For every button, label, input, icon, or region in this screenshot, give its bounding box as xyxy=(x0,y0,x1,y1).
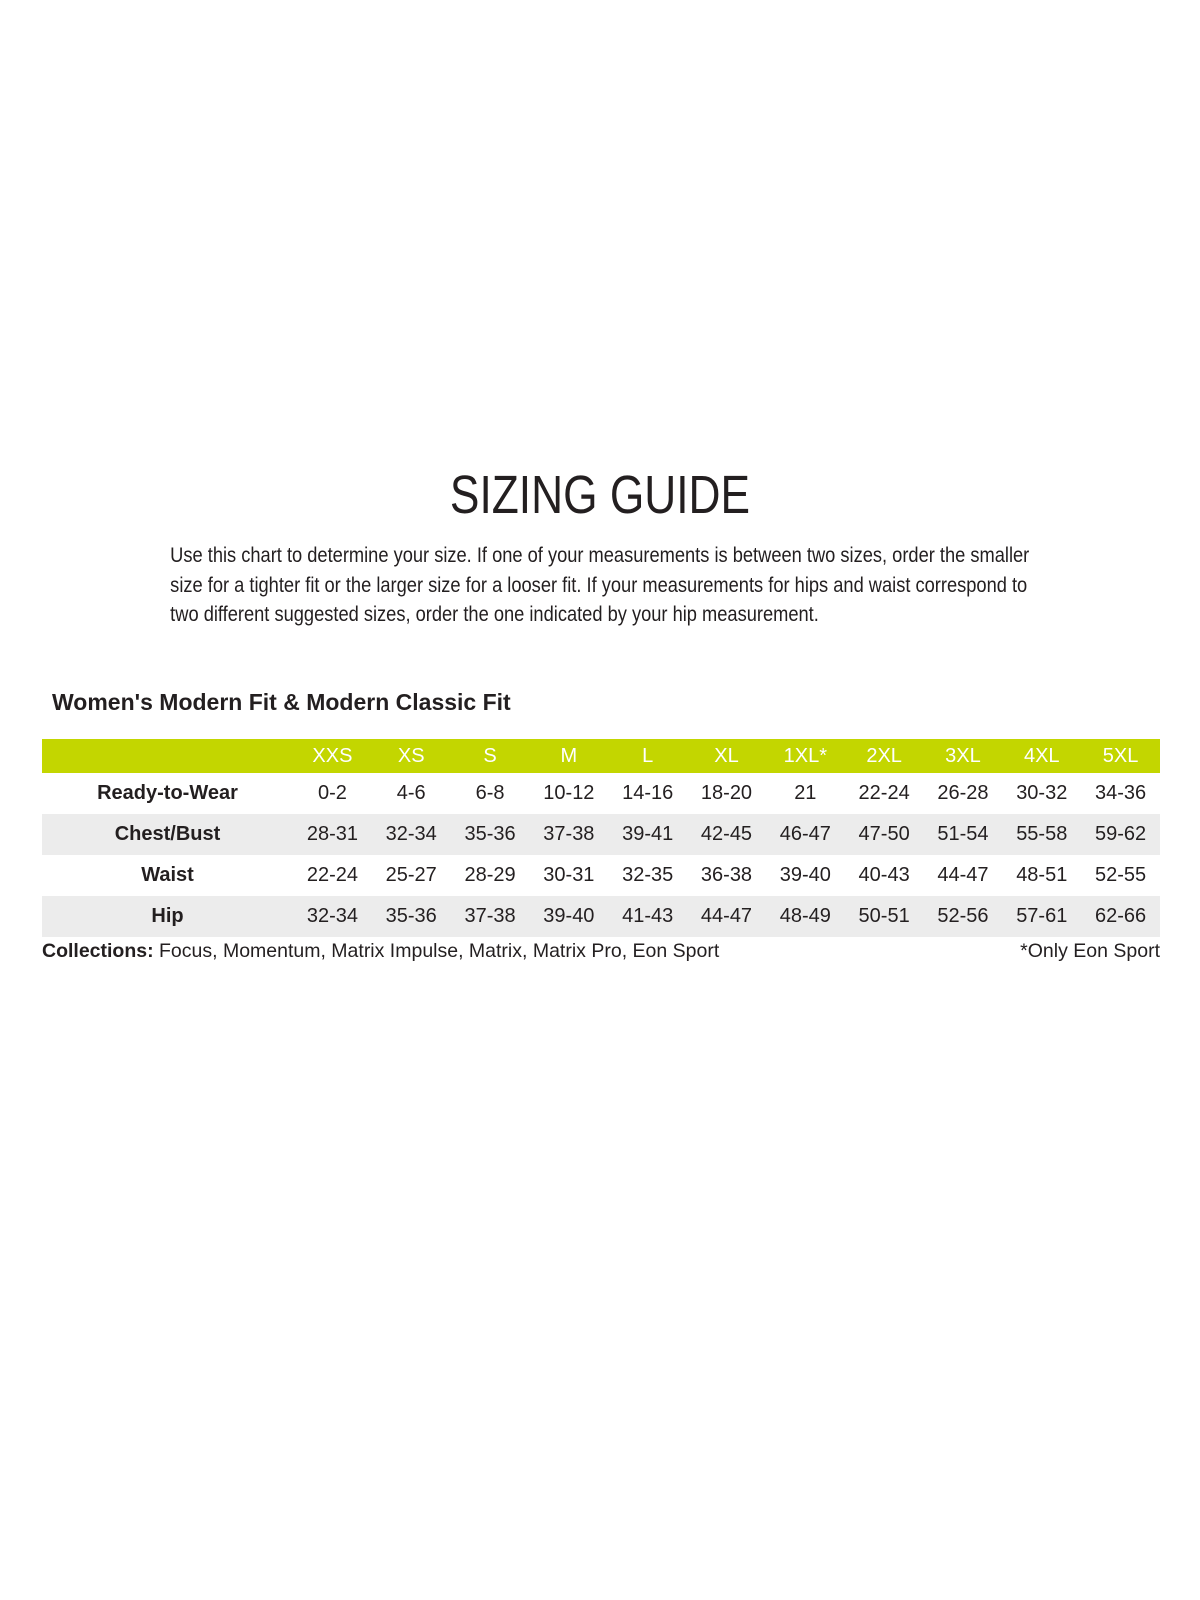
size-column-header: XL xyxy=(714,744,739,767)
size-value-cell: 39-41 xyxy=(622,823,674,845)
size-value-cell: 28-29 xyxy=(464,864,516,886)
size-value-cell: 40-43 xyxy=(858,864,910,886)
size-value-cell: 52-56 xyxy=(937,905,989,927)
size-column-header: 5XL xyxy=(1102,744,1139,767)
size-column-header: M xyxy=(560,744,578,767)
size-value-cell: 18-20 xyxy=(700,782,753,804)
table-row: Ready-to-Wear 0-2 4-6 6-8 10-12 14-16 18-20 21 2… xyxy=(42,773,1160,814)
table-row: Waist 22-24 25-27 28-29 30-31 32-35 36-38 39-40… xyxy=(42,855,1160,896)
size-value-cell: 37-38 xyxy=(543,823,595,845)
size-column-header: L xyxy=(642,744,654,767)
size-value-cell: 35-36 xyxy=(385,905,437,927)
size-value-cell: 30-31 xyxy=(543,864,595,886)
size-value-cell: 48-49 xyxy=(779,905,831,927)
size-table-header-row: XXS XS S M L XL 1XL* 2XL 3XL 4XL 5XL xyxy=(42,739,1160,773)
intro-paragraph: Use this chart to determine your size. I… xyxy=(0,541,1200,630)
size-value-cell: 4-6 xyxy=(396,782,426,804)
size-value-cell: 32-34 xyxy=(306,905,358,927)
row-label: Ready-to-Wear xyxy=(97,782,238,804)
intro-line-2: size for a tighter fit or the larger siz… xyxy=(170,573,1028,597)
size-value-cell: 59-62 xyxy=(1095,823,1147,845)
table-row: Chest/Bust 28-31 32-34 35-36 37-38 39-41 42-45… xyxy=(42,814,1160,855)
size-column-header: 4XL xyxy=(1023,744,1060,767)
size-value-cell: 48-51 xyxy=(1016,864,1068,886)
collections-footer: Collections: Focus, Momentum, Matrix Imp… xyxy=(42,940,1160,963)
size-column-header: S xyxy=(483,744,497,767)
size-value-cell: 10-12 xyxy=(543,782,595,804)
size-value-cell: 35-36 xyxy=(464,823,516,845)
size-value-cell: 52-55 xyxy=(1095,864,1147,886)
section-heading: Women's Modern Fit & Modern Classic Fit xyxy=(52,689,511,715)
size-value-cell: 34-36 xyxy=(1095,782,1147,804)
collections-label: Collections: xyxy=(42,940,154,962)
size-value-cell: 51-54 xyxy=(937,823,989,845)
size-value-cell: 37-38 xyxy=(464,905,516,927)
row-label: Waist xyxy=(141,864,194,886)
size-value-cell: 50-51 xyxy=(858,905,910,927)
size-value-cell: 25-27 xyxy=(385,864,437,886)
size-table: XXS XS S M L XL 1XL* 2XL 3XL 4XL 5XL Ready-to-Wear… xyxy=(42,739,1160,937)
size-value-cell: 42-45 xyxy=(700,823,753,845)
size-value-cell: 0-2 xyxy=(317,782,347,804)
size-value-cell: 30-32 xyxy=(1016,782,1068,804)
collections-list: Focus, Momentum, Matrix Impulse, Matrix,… xyxy=(153,940,720,962)
size-value-cell: 36-38 xyxy=(700,864,753,886)
footnote: *Only Eon Sport xyxy=(1020,940,1160,962)
table-row: Hip 32-34 35-36 37-38 39-40 41-43 44-47 48-49 50… xyxy=(42,896,1160,937)
intro-line-1: Use this chart to determine your size. I… xyxy=(170,544,1030,567)
size-column-header: 3XL xyxy=(945,744,981,767)
intro-line-3: two different suggested sizes, order the… xyxy=(170,603,820,626)
size-column-header: 2XL xyxy=(866,744,902,767)
size-value-cell: 57-61 xyxy=(1016,905,1068,927)
size-value-cell: 39-40 xyxy=(779,864,831,886)
size-value-cell: 41-43 xyxy=(622,905,674,927)
size-value-cell: 14-16 xyxy=(622,782,674,804)
size-value-cell: 22-24 xyxy=(858,782,910,804)
size-value-cell: 6-8 xyxy=(475,782,505,804)
size-value-cell: 22-24 xyxy=(306,864,358,886)
size-value-cell: 26-28 xyxy=(937,782,989,804)
size-value-cell: 44-47 xyxy=(700,905,753,927)
row-label: Chest/Bust xyxy=(114,823,221,845)
size-value-cell: 21 xyxy=(794,782,817,804)
size-value-cell: 55-58 xyxy=(1016,823,1068,845)
size-value-cell: 32-34 xyxy=(385,823,437,845)
size-value-cell: 47-50 xyxy=(858,823,910,845)
size-value-cell: 28-31 xyxy=(306,823,358,845)
row-label: Hip xyxy=(151,905,184,927)
size-value-cell: 46-47 xyxy=(779,823,831,845)
collections-text: Collections: Focus, Momentum, Matrix Imp… xyxy=(42,940,719,963)
size-value-cell: 62-66 xyxy=(1095,905,1147,927)
size-value-cell: 39-40 xyxy=(543,905,595,927)
size-value-cell: 44-47 xyxy=(937,864,989,886)
size-value-cell: 32-35 xyxy=(622,864,674,886)
intro-paragraph-text: Use this chart to determine your size. I… xyxy=(170,541,1029,630)
size-column-header: 1XL* xyxy=(783,744,827,767)
size-table-body: Ready-to-Wear 0-2 4-6 6-8 10-12 14-16 18-20 21 2… xyxy=(42,773,1160,937)
page-title: SIZING GUIDE xyxy=(449,465,751,525)
size-column-header: XXS xyxy=(312,744,353,767)
size-column-header: XS xyxy=(397,744,425,767)
